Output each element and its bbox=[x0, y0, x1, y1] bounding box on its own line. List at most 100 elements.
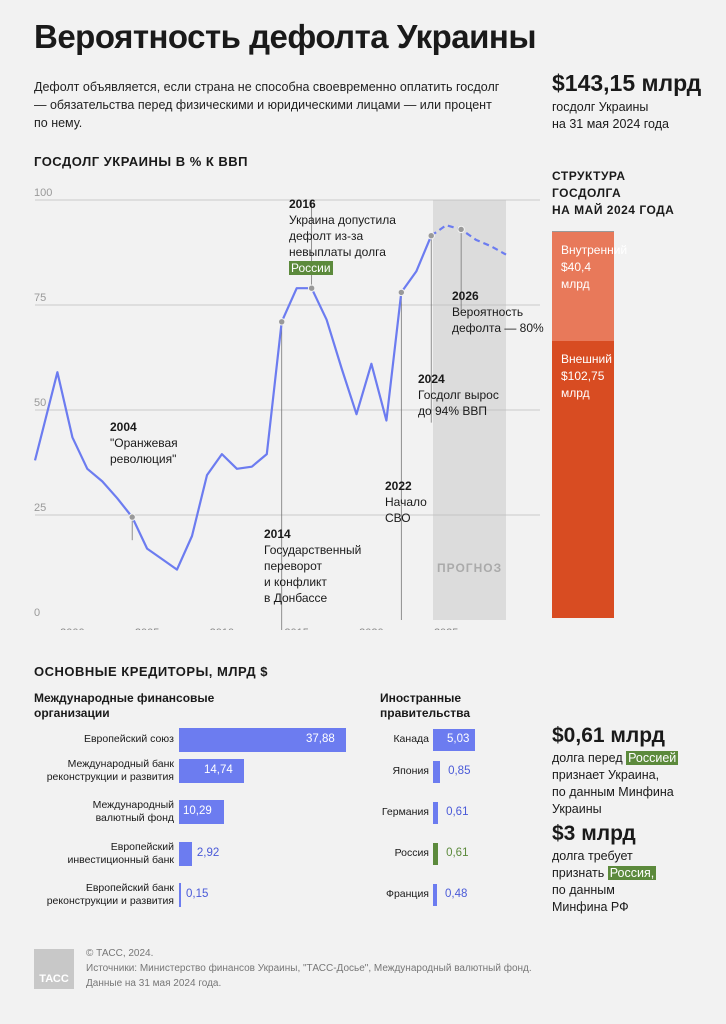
side2-l1: долга требует bbox=[552, 849, 633, 863]
annotation-2022-l1: Начало bbox=[385, 495, 427, 509]
structure-title-2: ГОСДОЛГА bbox=[552, 186, 622, 200]
ifi-bar-3 bbox=[179, 842, 192, 866]
gov-name-4: Франция bbox=[385, 888, 429, 900]
annotation-2016-l3: невыплаты долга bbox=[289, 245, 386, 259]
side2-l4: Минфина РФ bbox=[552, 900, 629, 914]
ifi-name-4: Европейский банк реконструкции и развития bbox=[47, 882, 174, 908]
marker-2024 bbox=[427, 231, 435, 240]
ifi-name-1: Международный банк реконструкции и развит… bbox=[47, 758, 174, 784]
chart-grid bbox=[35, 199, 540, 516]
annotation-2016-year: 2016 bbox=[289, 197, 316, 211]
ifi-name-2: Международный валютный фонд bbox=[93, 799, 174, 825]
tass-logo: ТАСС bbox=[34, 949, 74, 989]
ifi-name-line1: Международный банк bbox=[67, 758, 174, 770]
gov-bar-3 bbox=[433, 843, 439, 865]
annotation-2026-l1: Вероятность bbox=[452, 305, 524, 319]
ifi-name-line2: реконструкции и развития bbox=[46, 895, 174, 907]
annotation-2016-l1: Украина допустила bbox=[289, 213, 396, 227]
annotation-2016: 2016 Украина допустила дефолт из-за невы… bbox=[289, 196, 396, 276]
gov-title: Иностранные правительства bbox=[380, 691, 470, 721]
annotation-2022-l2: СВО bbox=[385, 511, 411, 525]
annotation-2014-l3: и конфликт bbox=[264, 575, 327, 589]
marker-2026 bbox=[457, 225, 465, 234]
annotation-2004: 2004 "Оранжевая революция" bbox=[110, 419, 178, 467]
marker-2014 bbox=[278, 318, 286, 326]
annotation-2024: 2024 Госдолг вырос до 94% ВВП bbox=[418, 371, 499, 419]
gov-name-3: Россия bbox=[394, 847, 429, 859]
ifi-value-4: 0,15 bbox=[186, 888, 209, 900]
gov-title-1: Иностранные bbox=[380, 691, 462, 705]
ifi-name-line1: Европейский bbox=[110, 841, 174, 853]
x-tick-2025: 2025 bbox=[434, 627, 458, 630]
annotation-2026-year: 2026 bbox=[452, 289, 479, 303]
x-tick-2000: 2000 bbox=[60, 627, 84, 630]
side1-l1a: долга перед bbox=[552, 751, 627, 765]
annotation-2022: 2022 Начало СВО bbox=[385, 478, 427, 526]
annotation-2014: 2014 Государственный переворот и конфлик… bbox=[264, 526, 361, 606]
y-tick-100: 100 bbox=[34, 187, 52, 199]
x-axis-ticks: 2000 2005 2010 2015 2020 2025 bbox=[60, 627, 458, 630]
annotation-2024-year: 2024 bbox=[418, 372, 445, 386]
internal-value: $40,4 bbox=[561, 260, 592, 274]
structure-title: СТРУКТУРА ГОСДОЛГА НА МАЙ 2024 ГОДА bbox=[552, 168, 674, 219]
footer-sources: Источники: Министерство финансов Украины… bbox=[86, 963, 532, 974]
side1-l2: признает Украина, bbox=[552, 768, 660, 782]
x-tick-2015: 2015 bbox=[284, 627, 308, 630]
ifi-value-3: 2,92 bbox=[196, 847, 220, 859]
gov-name-0: Канада bbox=[393, 733, 429, 745]
y-tick-25: 25 bbox=[34, 502, 46, 514]
annotation-2014-year: 2014 bbox=[264, 527, 291, 541]
ifi-name-0: Европейский союз bbox=[84, 733, 174, 746]
debt-total-line2: на 31 мая 2024 года bbox=[552, 117, 669, 131]
actual-debt-line bbox=[33, 235, 433, 571]
x-tick-2020: 2020 bbox=[359, 627, 383, 630]
debt-total-value: $143,15 млрд bbox=[552, 70, 702, 96]
y-axis-ticks: 0 25 50 75 100 bbox=[34, 187, 52, 619]
annotation-2004-l2: революция" bbox=[110, 452, 177, 466]
internal-unit: млрд bbox=[561, 277, 590, 291]
footer-copyright: © ТАСС, 2024. bbox=[86, 948, 154, 959]
annotation-2026-l2: дефолта — 80% bbox=[452, 321, 544, 335]
footer-date: Данные на 31 мая 2024 года. bbox=[86, 978, 222, 989]
gov-bar-2 bbox=[433, 802, 439, 824]
marker-2016 bbox=[307, 284, 316, 292]
y-tick-0: 0 bbox=[34, 607, 40, 619]
y-tick-75: 75 bbox=[34, 292, 46, 304]
y-tick-50: 50 bbox=[34, 397, 46, 409]
annotation-2004-l1: "Оранжевая bbox=[110, 436, 178, 450]
side2-l2b: Россия, bbox=[607, 866, 657, 880]
ifi-value-1: 14,74 bbox=[203, 764, 233, 776]
side2-l3: по данным bbox=[552, 883, 615, 897]
annotation-2014-l1: Государственный bbox=[264, 543, 362, 557]
intro-text: Дефолт объявляется, если страна не спосо… bbox=[34, 80, 500, 130]
chart-title: ГОСДОЛГ УКРАИНЫ В % К ВВП bbox=[34, 154, 249, 169]
ifi-name-line2: валютный фонд bbox=[95, 812, 174, 824]
gov-bar-1 bbox=[433, 761, 441, 783]
side2-l2a: признать bbox=[552, 866, 608, 880]
gov-value-0: 5,03 bbox=[447, 733, 470, 745]
creditors-title: ОСНОВНЫЕ КРЕДИТОРЫ, МЛРД $ bbox=[34, 664, 268, 679]
internal-label: Внутренний bbox=[561, 243, 628, 257]
structure-title-3: НА МАЙ 2024 ГОДА bbox=[552, 203, 675, 217]
ifi-title-2: организации bbox=[34, 706, 110, 720]
ifi-bar-1 bbox=[179, 759, 244, 783]
annotation-2014-l2: переворот bbox=[264, 559, 323, 573]
gov-value-3: 0,61 bbox=[446, 847, 469, 859]
annotation-leaders bbox=[131, 200, 462, 630]
ifi-value-2: 10,29 bbox=[183, 805, 212, 817]
external-value: $102,75 bbox=[561, 368, 605, 383]
gov-name-2: Германия bbox=[381, 806, 429, 818]
annotation-2016-l2: дефолт из-за bbox=[289, 229, 364, 243]
ifi-bar-0 bbox=[179, 728, 346, 752]
ifi-name-line1: Европейский банк bbox=[85, 882, 174, 894]
annotation-2026: 2026 Вероятность дефолта — 80% bbox=[452, 288, 544, 336]
x-tick-2010: 2010 bbox=[210, 627, 234, 630]
ifi-name-line1: Европейский союз bbox=[83, 733, 174, 745]
annotation-2024-l2: до 94% ВВП bbox=[418, 404, 487, 418]
side1-l4: Украины bbox=[552, 802, 602, 816]
annotation-2022-year: 2022 bbox=[385, 479, 412, 493]
ifi-title-1: Международные финансовые bbox=[34, 691, 215, 705]
ifi-value-0: 37,88 bbox=[306, 733, 335, 745]
side1-l1b: Россией bbox=[626, 751, 679, 765]
gov-value-1: 0,85 bbox=[448, 765, 471, 777]
